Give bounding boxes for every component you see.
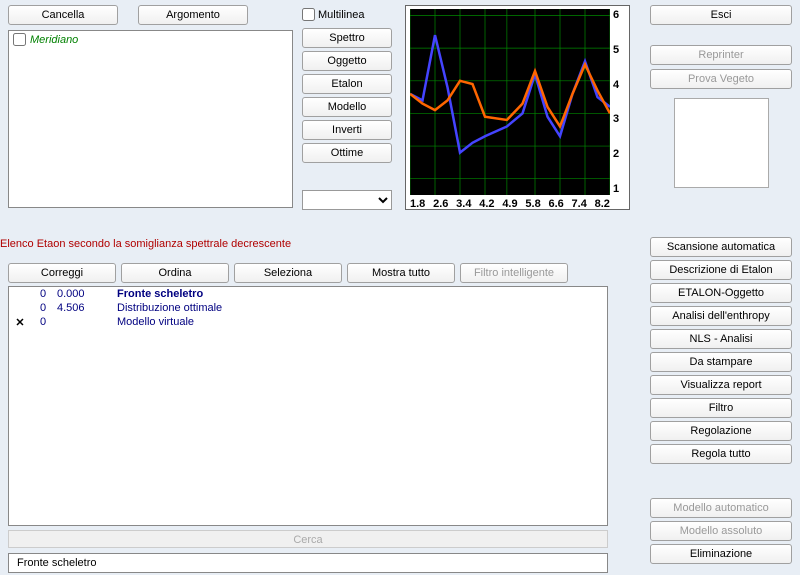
row-col-c: Distribuzione ottimale xyxy=(117,302,605,314)
topic-listbox[interactable]: Meridiano xyxy=(8,30,293,208)
scansione-automatica-button[interactable]: Scansione automatica xyxy=(650,237,792,257)
modello-assoluto-button[interactable]: Modello assoluto xyxy=(650,521,792,541)
regola-tutto-button[interactable]: Regola tutto xyxy=(650,444,792,464)
filtro-button[interactable]: Filtro xyxy=(650,398,792,418)
analisi-enthropy-button[interactable]: Analisi dell'enthropy xyxy=(650,306,792,326)
cancella-button[interactable]: Cancella xyxy=(8,5,118,25)
list-item-label: Meridiano xyxy=(30,34,78,46)
action-row: Correggi Ordina Seleziona Mostra tutto F… xyxy=(8,263,568,283)
ordina-button[interactable]: Ordina xyxy=(121,263,229,283)
spectrum-chart: 65 43 21 1.82.6 3.44.2 4.95.8 6.67.4 8.2 xyxy=(405,5,630,210)
mid-buttons: Spettro Oggetto Etalon Modello Inverti O… xyxy=(302,28,392,163)
row-col-a: 0 xyxy=(29,302,57,314)
top-toolbar: Cancella Argomento xyxy=(8,5,248,25)
footer-status: Fronte scheletro xyxy=(8,553,608,573)
table-row[interactable]: ✕ 0 Modello virtuale xyxy=(9,315,607,330)
preview-box xyxy=(674,98,769,188)
mostra-tutto-button[interactable]: Mostra tutto xyxy=(347,263,455,283)
multiline-label: Multilinea xyxy=(318,9,364,21)
prova-vegeto-button[interactable]: Prova Vegeto xyxy=(650,69,792,89)
row-col-b xyxy=(57,316,117,329)
row-col-c: Fronte scheletro xyxy=(117,288,605,300)
row-col-c: Modello virtuale xyxy=(117,316,605,329)
oggetto-button[interactable]: Oggetto xyxy=(302,51,392,71)
search-field[interactable]: Cerca xyxy=(8,530,608,548)
section-heading: Elenco Etaon secondo la somiglianza spet… xyxy=(0,238,291,250)
row-col-b: 4.506 xyxy=(57,302,117,314)
chart-yaxis: 65 43 21 xyxy=(613,9,628,195)
row-col-a: 0 xyxy=(29,288,57,300)
row-mark xyxy=(11,302,29,314)
ottime-button[interactable]: Ottime xyxy=(302,143,392,163)
multiline-checkbox-wrap: Multilinea xyxy=(302,8,364,21)
results-table[interactable]: 0 0.000 Fronte scheletro 0 4.506 Distrib… xyxy=(8,286,608,526)
row-mark xyxy=(11,288,29,300)
da-stampare-button[interactable]: Da stampare xyxy=(650,352,792,372)
argomento-button[interactable]: Argomento xyxy=(138,5,248,25)
chart-xaxis: 1.82.6 3.44.2 4.95.8 6.67.4 8.2 xyxy=(410,198,610,210)
etalon-oggetto-button[interactable]: ETALON-Oggetto xyxy=(650,283,792,303)
row-col-a: 0 xyxy=(29,316,57,329)
visualizza-report-button[interactable]: Visualizza report xyxy=(650,375,792,395)
regolazione-button[interactable]: Regolazione xyxy=(650,421,792,441)
etalon-button[interactable]: Etalon xyxy=(302,74,392,94)
table-row[interactable]: 0 0.000 Fronte scheletro xyxy=(9,287,607,301)
eliminazione-button[interactable]: Eliminazione xyxy=(650,544,792,564)
seleziona-button[interactable]: Seleziona xyxy=(234,263,342,283)
spettro-button[interactable]: Spettro xyxy=(302,28,392,48)
modello-automatico-button[interactable]: Modello automatico xyxy=(650,498,792,518)
nls-analisi-button[interactable]: NLS - Analisi xyxy=(650,329,792,349)
list-item-checkbox[interactable] xyxy=(13,33,26,46)
table-row[interactable]: 0 4.506 Distribuzione ottimale xyxy=(9,301,607,315)
chart-svg xyxy=(410,9,610,195)
reprinter-button[interactable]: Reprinter xyxy=(650,45,792,65)
right-column-top: Esci Reprinter Prova Vegeto xyxy=(650,5,792,193)
row-col-b: 0.000 xyxy=(57,288,117,300)
row-mark: ✕ xyxy=(11,316,29,329)
list-item[interactable]: Meridiano xyxy=(9,31,292,48)
multiline-checkbox[interactable] xyxy=(302,8,315,21)
correggi-button[interactable]: Correggi xyxy=(8,263,116,283)
descrizione-etalon-button[interactable]: Descrizione di Etalon xyxy=(650,260,792,280)
right-column-bottom: Scansione automatica Descrizione di Etal… xyxy=(650,237,792,564)
esci-button[interactable]: Esci xyxy=(650,5,792,25)
modello-button[interactable]: Modello xyxy=(302,97,392,117)
inverti-button[interactable]: Inverti xyxy=(302,120,392,140)
filtro-intelligente-button[interactable]: Filtro intelligente xyxy=(460,263,568,283)
mid-dropdown[interactable] xyxy=(302,190,392,210)
